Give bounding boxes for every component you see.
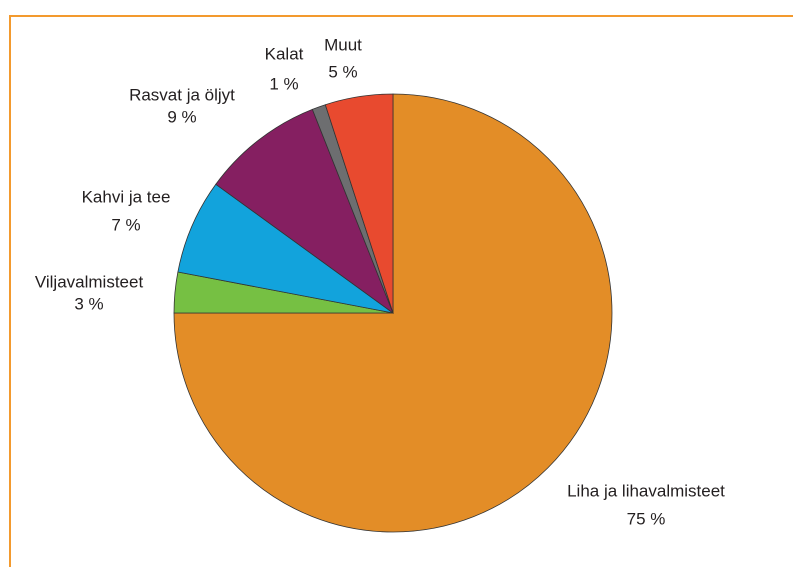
- slice-value-label: 9 %: [167, 107, 196, 126]
- slice-label: Muut: [324, 35, 362, 54]
- slice-value-label: 7 %: [111, 215, 140, 234]
- slice-value-label: 5 %: [328, 62, 357, 81]
- slice-label: Kahvi ja tee: [82, 187, 171, 206]
- pie-slice: [324, 93, 394, 314]
- pie-slice: [215, 108, 394, 315]
- slice-value-label: 3 %: [74, 294, 103, 313]
- slice-label: Kalat: [265, 44, 304, 63]
- slice-label: Rasvat ja öljyt: [129, 85, 235, 104]
- slice-label: Liha ja lihavalmisteet: [567, 481, 725, 500]
- frame: [9, 15, 793, 567]
- slice-value-label: 75 %: [627, 509, 666, 528]
- slice-value-label: 1 %: [269, 74, 298, 93]
- slice-label: Viljavalmisteet: [35, 272, 144, 291]
